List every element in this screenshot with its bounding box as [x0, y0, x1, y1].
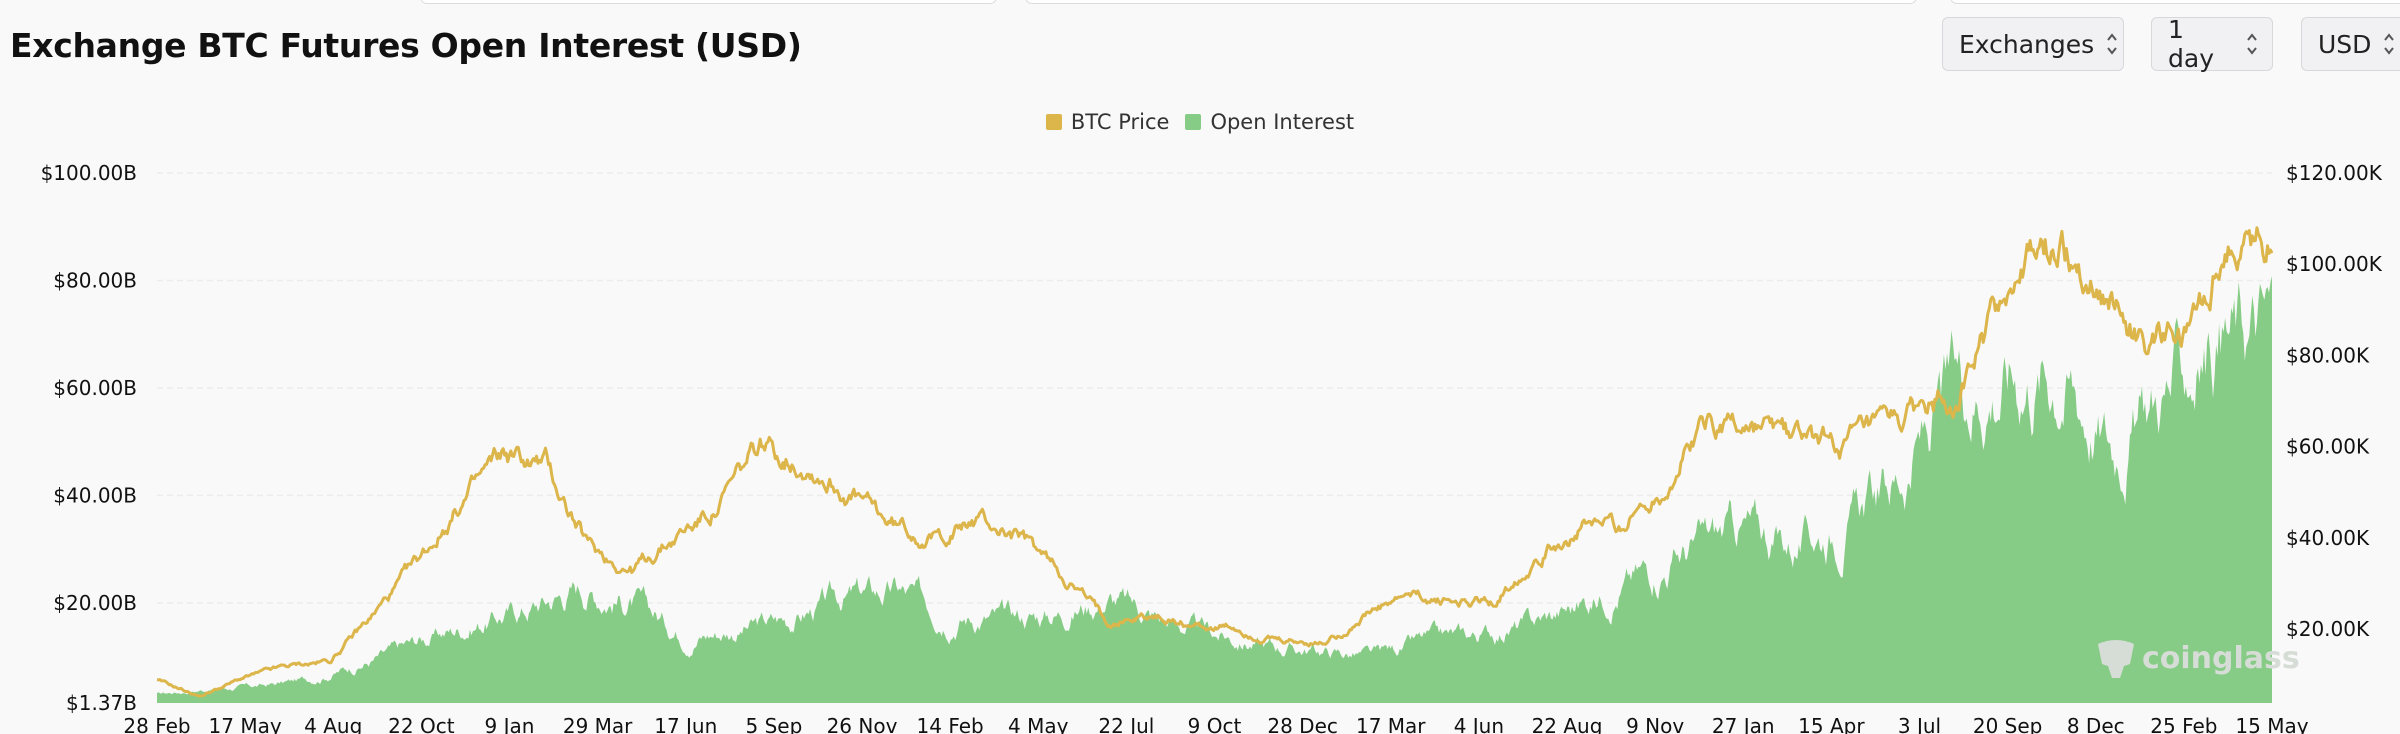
x-axis-tick-label: 22 Oct [388, 714, 455, 734]
x-axis-tick-label: 17 May [209, 714, 282, 734]
period-select[interactable]: 1 day [2151, 15, 2273, 73]
x-axis-tick-label: 15 May [2235, 714, 2308, 734]
x-axis-tick-label: 3 Jul [1898, 714, 1941, 734]
chart-legend: BTC Price Open Interest [0, 110, 2400, 134]
sort-arrows-icon [2383, 31, 2395, 57]
left-axis-tick-label: $80.00B [53, 268, 137, 292]
x-axis-tick-label: 22 Aug [1532, 714, 1603, 734]
x-axis-tick-label: 22 Jul [1098, 714, 1154, 734]
right-axis-tick-label: $20.00K [2286, 617, 2370, 641]
page-title: Exchange BTC Futures Open Interest (USD) [10, 26, 802, 65]
x-axis-tick-label: 4 Aug [304, 714, 362, 734]
right-axis-tick-label: $40.00K [2286, 526, 2370, 550]
x-axis-tick-label: 28 Feb [123, 714, 190, 734]
x-axis-tick-label: 9 Jan [485, 714, 535, 734]
x-axis-tick-label: 29 Mar [563, 714, 633, 734]
x-axis-tick-label: 28 Dec [1267, 714, 1338, 734]
x-axis-tick-label: 9 Oct [1188, 714, 1242, 734]
open-interest-area [157, 275, 2272, 703]
x-axis-tick-label: 9 Nov [1626, 714, 1684, 734]
right-axis-tick-label: $80.00K [2286, 343, 2370, 367]
x-axis-tick-label: 5 Sep [745, 714, 802, 734]
left-axis-tick-label: $100.00B [41, 161, 137, 185]
exchanges-select-label: Exchanges [1959, 29, 2095, 59]
right-axis-tick-label: $100.00K [2286, 252, 2383, 276]
x-axis-tick-label: 8 Dec [2067, 714, 2125, 734]
x-axis-tick-label: 4 May [1008, 714, 1069, 734]
top-strip [0, 0, 2400, 6]
watermark-text: coinglass [2142, 641, 2300, 676]
right-axis-tick-label: $60.00K [2286, 435, 2370, 459]
x-axis-tick-label: 15 Apr [1798, 714, 1865, 734]
x-axis-tick-label: 26 Nov [827, 714, 898, 734]
legend-label-btc-price: BTC Price [1070, 110, 1170, 134]
btc-price-line-layer [156, 226, 2274, 698]
period-select-label: 1 day [2168, 15, 2214, 73]
currency-select-label: USD [2318, 29, 2372, 59]
x-axis: 28 Feb 17 May 4 Aug 22 Oct 9 Jan 29 Mar 17 Jun… [123, 714, 2308, 734]
btc-price-line [156, 226, 2274, 698]
legend-item-open-interest[interactable]: Open Interest [1185, 110, 1354, 134]
left-axis-tick-label: $60.00B [53, 376, 137, 400]
left-axis: $1.37B $20.00B $40.00B $60.00B $80.00B $100.0… [41, 161, 137, 715]
sort-arrows-icon [2246, 31, 2258, 57]
watermark: coinglass [2098, 640, 2300, 678]
legend-item-btc-price[interactable]: BTC Price [1045, 110, 1170, 134]
currency-select[interactable]: USD [2301, 17, 2400, 71]
coinglass-logo-icon [2098, 640, 2134, 678]
left-axis-tick-label: $1.37B [66, 691, 137, 715]
x-axis-tick-label: 4 Jun [1454, 714, 1504, 734]
x-axis-tick-label: 27 Jan [1712, 714, 1775, 734]
open-interest-area-layer [157, 275, 2272, 703]
left-axis-tick-label: $40.00B [53, 483, 137, 507]
x-axis-tick-label: 20 Sep [1973, 714, 2043, 734]
x-axis-tick-label: 17 Mar [1356, 714, 1426, 734]
x-axis-tick-label: 14 Feb [917, 714, 984, 734]
right-axis-tick-label: $120.00K [2286, 161, 2383, 185]
legend-swatch-open-interest [1185, 114, 1202, 130]
exchanges-select[interactable]: Exchanges [1942, 17, 2124, 71]
x-axis-tick-label: 25 Feb [2150, 714, 2217, 734]
legend-swatch-btc-price [1045, 114, 1062, 130]
right-axis: $20.00K $40.00K $60.00K $80.00K $100.00K $120… [2286, 161, 2383, 641]
left-axis-tick-label: $20.00B [53, 591, 137, 615]
x-axis-tick-label: 17 Jun [654, 714, 717, 734]
sort-arrows-icon [2106, 31, 2118, 57]
legend-label-open-interest: Open Interest [1210, 110, 1355, 134]
